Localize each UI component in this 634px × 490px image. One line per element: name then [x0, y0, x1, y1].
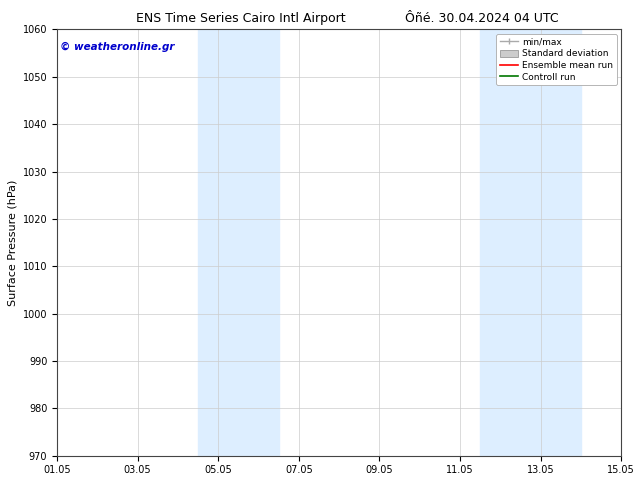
Legend: min/max, Standard deviation, Ensemble mean run, Controll run: min/max, Standard deviation, Ensemble me…	[496, 34, 617, 85]
Text: ENS Time Series Cairo Intl Airport: ENS Time Series Cairo Intl Airport	[136, 12, 346, 25]
Text: © weatheronline.gr: © weatheronline.gr	[60, 42, 174, 52]
Text: Ôñé. 30.04.2024 04 UTC: Ôñé. 30.04.2024 04 UTC	[405, 12, 559, 25]
Bar	[198, 29, 279, 456]
Y-axis label: Surface Pressure (hPa): Surface Pressure (hPa)	[7, 179, 17, 306]
Bar	[481, 29, 581, 456]
